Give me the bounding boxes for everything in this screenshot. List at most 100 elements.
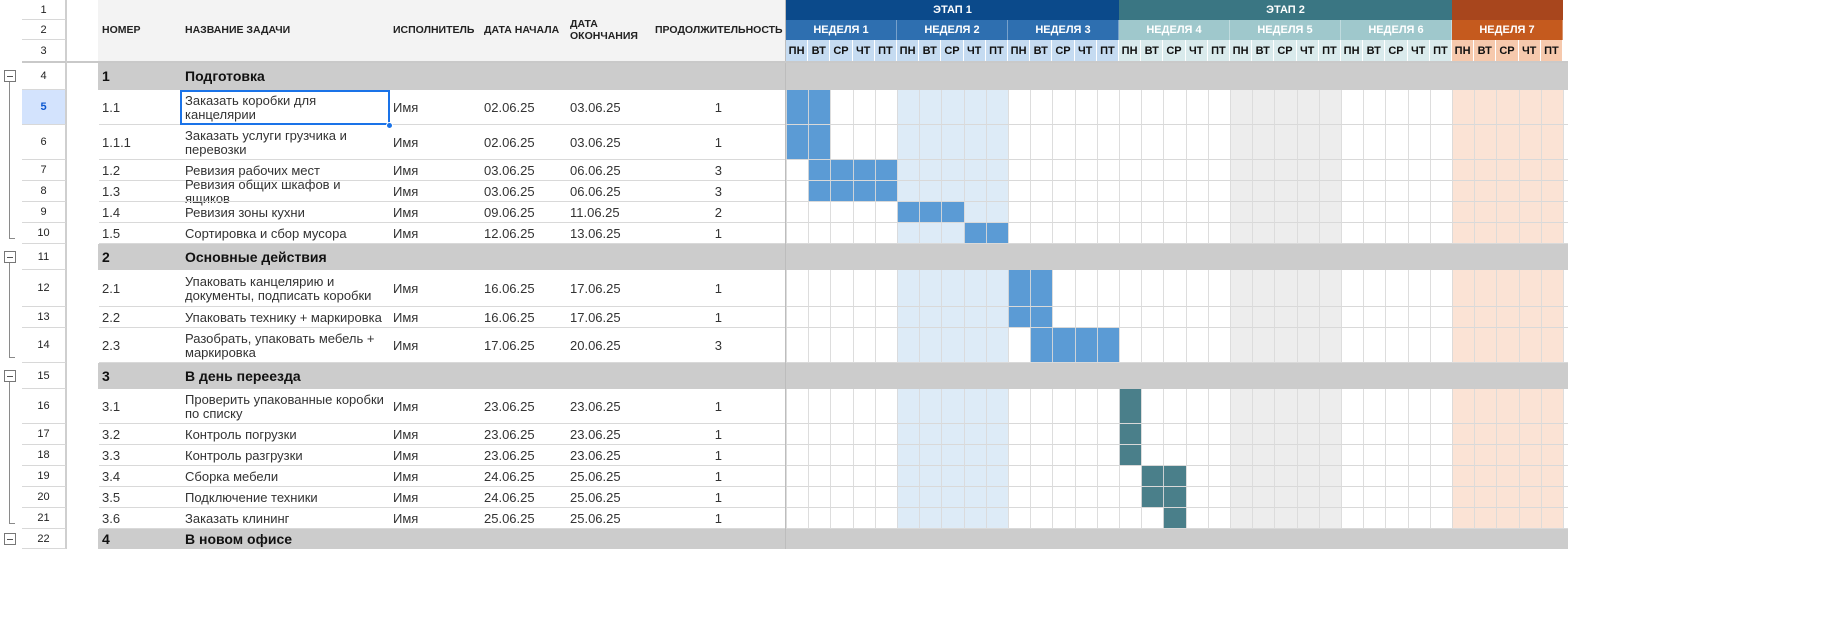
week-header-6[interactable]: НЕДЕЛЯ 6 xyxy=(1341,20,1452,40)
day-header[interactable]: СР xyxy=(1496,40,1519,62)
row-header[interactable]: 13 xyxy=(22,307,66,328)
task-start-date[interactable]: 09.06.25 xyxy=(484,205,535,220)
task-end-date[interactable]: 11.06.25 xyxy=(570,205,620,220)
task-start-date[interactable]: 24.06.25 xyxy=(484,490,535,505)
task-assignee[interactable]: Имя xyxy=(393,281,419,296)
week-header-1[interactable]: НЕДЕЛЯ 1 xyxy=(786,20,897,40)
task-start-date[interactable]: 16.06.25 xyxy=(484,310,535,325)
day-header[interactable]: ПН xyxy=(1008,40,1031,62)
gantt-bar[interactable] xyxy=(897,202,964,223)
task-duration[interactable]: 1 xyxy=(714,448,722,463)
day-header[interactable]: ЧТ xyxy=(1518,40,1541,62)
column-header-start[interactable]: ДАТА НАЧАЛА xyxy=(484,24,560,36)
day-header[interactable]: ПН xyxy=(1452,40,1475,62)
task-number[interactable]: 2.3 xyxy=(102,338,121,353)
day-header[interactable]: ПН xyxy=(897,40,920,62)
day-header[interactable]: СР xyxy=(1052,40,1075,62)
day-header[interactable]: ПН xyxy=(1119,40,1142,62)
column-header-number[interactable]: НОМЕР xyxy=(102,24,141,36)
task-start-date[interactable]: 17.06.25 xyxy=(484,338,535,353)
day-header[interactable]: ПН xyxy=(1230,40,1253,62)
task-number[interactable]: 3.3 xyxy=(102,448,121,463)
task-assignee[interactable]: Имя xyxy=(393,226,419,241)
week-header-2[interactable]: НЕДЕЛЯ 2 xyxy=(897,20,1008,40)
row-header[interactable]: 18 xyxy=(22,445,66,466)
column-header-assignee[interactable]: ИСПОЛНИТЕЛЬ xyxy=(393,24,475,36)
task-duration[interactable]: 1 xyxy=(714,427,722,442)
task-name[interactable]: Заказать услуги грузчика и перевозки xyxy=(185,127,347,157)
day-header[interactable]: СР xyxy=(830,40,853,62)
task-start-date[interactable]: 02.06.25 xyxy=(484,100,535,115)
week-header-7[interactable]: НЕДЕЛЯ 7 xyxy=(1452,20,1563,40)
task-name[interactable]: Заказать коробки для канцелярии xyxy=(185,92,317,122)
task-number[interactable]: 3.5 xyxy=(102,490,121,505)
task-duration[interactable]: 3 xyxy=(714,163,722,178)
row-header[interactable]: 12 xyxy=(22,270,66,307)
column-header-duration[interactable]: ПРОДОЛЖИТЕЛЬНОСТЬ xyxy=(655,24,783,36)
task-assignee[interactable]: Имя xyxy=(393,205,419,220)
task-assignee[interactable]: Имя xyxy=(393,469,419,484)
task-assignee[interactable]: Имя xyxy=(393,490,419,505)
gantt-bar[interactable] xyxy=(1163,508,1186,529)
collapse-group-icon[interactable] xyxy=(4,370,16,382)
day-header[interactable]: ВТ xyxy=(1363,40,1386,62)
group-number[interactable]: 4 xyxy=(102,531,110,547)
collapse-group-icon[interactable] xyxy=(4,533,16,545)
task-name[interactable]: Контроль погрузки xyxy=(185,426,297,442)
task-start-date[interactable]: 24.06.25 xyxy=(484,469,535,484)
day-header[interactable]: ВТ xyxy=(1030,40,1053,62)
task-assignee[interactable]: Имя xyxy=(393,338,419,353)
task-number[interactable]: 2.2 xyxy=(102,310,121,325)
row-header[interactable]: 17 xyxy=(22,424,66,445)
task-number[interactable]: 3.2 xyxy=(102,427,121,442)
task-number[interactable]: 1.3 xyxy=(102,184,121,199)
task-duration[interactable]: 1 xyxy=(714,281,722,296)
day-header[interactable]: ПТ xyxy=(1207,40,1230,62)
task-name[interactable]: Проверить упакованные коробки по списку xyxy=(185,391,384,421)
gantt-bar[interactable] xyxy=(1119,389,1142,424)
task-end-date[interactable]: 13.06.25 xyxy=(570,226,621,241)
task-assignee[interactable]: Имя xyxy=(393,511,419,526)
row-header[interactable]: 11 xyxy=(22,244,66,270)
task-start-date[interactable]: 03.06.25 xyxy=(484,184,535,199)
gantt-bar[interactable] xyxy=(1119,424,1142,445)
day-header[interactable]: СР xyxy=(941,40,964,62)
group-number[interactable]: 3 xyxy=(102,368,110,384)
day-header[interactable]: ПТ xyxy=(985,40,1008,62)
row-header[interactable]: 6 xyxy=(22,125,66,160)
task-assignee[interactable]: Имя xyxy=(393,135,419,150)
day-header[interactable]: СР xyxy=(1274,40,1297,62)
task-end-date[interactable]: 25.06.25 xyxy=(570,490,621,505)
stage-header-3[interactable] xyxy=(1452,0,1563,20)
row-header[interactable]: 15 xyxy=(22,363,66,389)
task-end-date[interactable]: 25.06.25 xyxy=(570,511,621,526)
collapse-group-icon[interactable] xyxy=(4,251,16,263)
day-header[interactable]: ПН xyxy=(1341,40,1364,62)
task-name[interactable]: Разобрать, упаковать мебель + маркировка xyxy=(185,330,375,360)
row-header[interactable]: 22 xyxy=(22,529,66,549)
fill-handle[interactable] xyxy=(386,122,393,129)
gantt-bar[interactable] xyxy=(1119,445,1142,466)
row-header[interactable]: 2 xyxy=(22,20,66,40)
task-end-date[interactable]: 17.06.25 xyxy=(570,281,621,296)
week-header-5[interactable]: НЕДЕЛЯ 5 xyxy=(1230,20,1341,40)
gantt-bar[interactable] xyxy=(808,181,897,202)
column-header-task[interactable]: НАЗВАНИЕ ЗАДАЧИ xyxy=(185,24,291,36)
task-start-date[interactable]: 03.06.25 xyxy=(484,163,535,178)
group-title[interactable]: Основные действия xyxy=(185,249,327,265)
stage-header-1[interactable]: ЭТАП 1 xyxy=(786,0,1119,20)
task-end-date[interactable]: 06.06.25 xyxy=(570,184,621,199)
task-duration[interactable]: 1 xyxy=(714,490,722,505)
day-header[interactable]: СР xyxy=(1385,40,1408,62)
task-end-date[interactable]: 23.06.25 xyxy=(570,427,621,442)
day-header[interactable]: СР xyxy=(1163,40,1186,62)
task-number[interactable]: 1.5 xyxy=(102,226,121,241)
day-header[interactable]: ПТ xyxy=(874,40,897,62)
task-name[interactable]: Сборка мебели xyxy=(185,468,279,484)
task-end-date[interactable]: 20.06.25 xyxy=(570,338,621,353)
task-name[interactable]: Ревизия общих шкафов и ящиков xyxy=(185,176,341,206)
row-header[interactable]: 16 xyxy=(22,389,66,424)
day-header[interactable]: ПТ xyxy=(1540,40,1563,62)
column-header-end[interactable]: ДАТА ОКОНЧАНИЯ xyxy=(570,18,638,42)
day-header[interactable]: ПТ xyxy=(1096,40,1119,62)
